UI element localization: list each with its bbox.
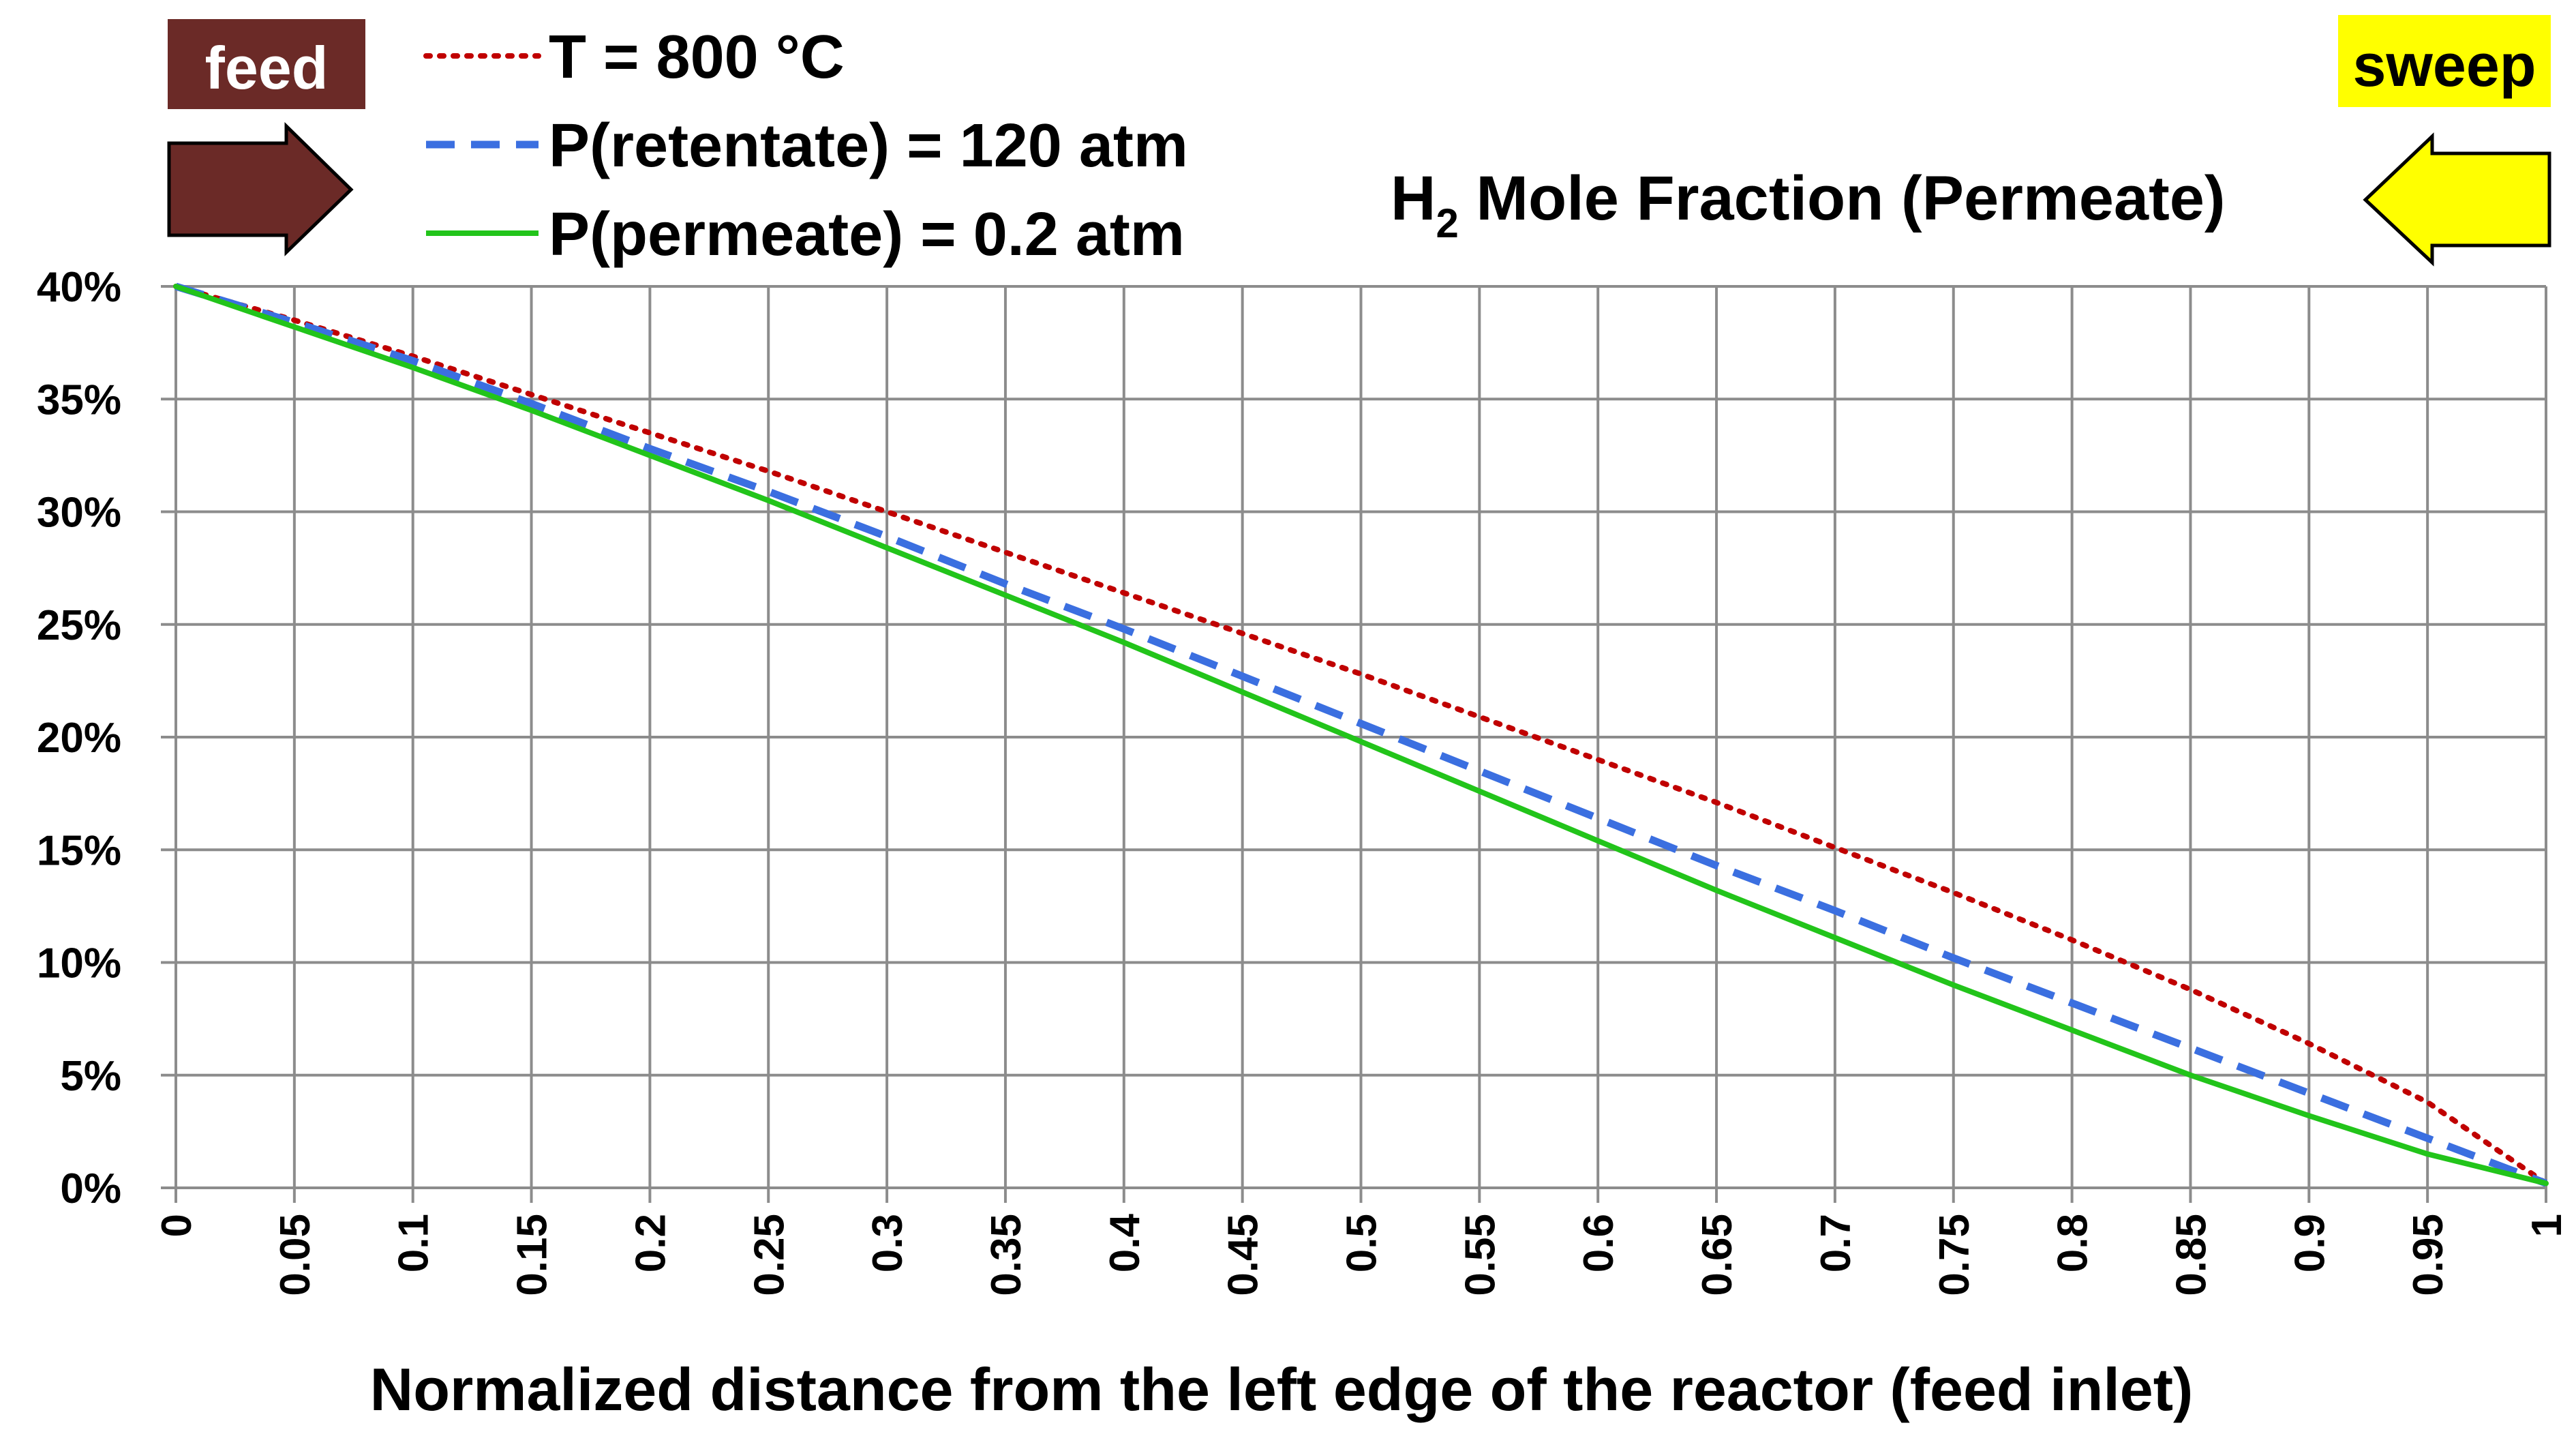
x-tick-label: 0.4 — [1102, 1213, 1149, 1272]
series-line-2 — [173, 284, 2549, 1186]
x-tick-label: 0.45 — [1220, 1214, 1267, 1296]
legend-label-retentate: P(retentate) = 120 atm — [549, 112, 1188, 180]
sweep-badge-label: sweep — [2352, 31, 2536, 99]
y-tick-label: 30% — [37, 490, 121, 537]
feed-arrow-icon — [167, 122, 354, 256]
x-tick-label: 0.7 — [1813, 1214, 1860, 1272]
sweep-badge — [2338, 15, 2551, 107]
x-tick-label: 1 — [2524, 1214, 2571, 1237]
x-tick-label: 0.15 — [509, 1214, 556, 1296]
y-tick-label: 25% — [37, 602, 121, 649]
series-line-0 — [173, 284, 2549, 1186]
chart-title-main: H — [1391, 164, 1436, 233]
y-tick-label: 10% — [37, 940, 121, 987]
x-tick-label: 0.85 — [2168, 1214, 2215, 1296]
x-tick-label: 0.9 — [2286, 1214, 2333, 1272]
x-axis-title: Normalized distance from the left edge o… — [370, 1356, 2194, 1423]
legend-label-temperature: T = 800 °C — [549, 23, 845, 91]
series-line-1 — [175, 282, 2547, 1187]
x-tick-labels: 0 0.05 0.1 0.15 0.2 0.25 0.3 0.35 0.4 0.45 0.5 0.55… — [153, 1213, 2571, 1296]
x-tick-label: 0.3 — [864, 1214, 911, 1272]
y-tick-label: 5% — [60, 1053, 121, 1100]
x-tick-label: 0.5 — [1339, 1214, 1386, 1272]
x-tick-label: 0.55 — [1457, 1214, 1504, 1296]
x-tick-label: 0.8 — [2050, 1214, 2097, 1272]
x-tick-label: 0.6 — [1575, 1214, 1622, 1272]
y-tick-label: 35% — [37, 376, 121, 423]
chart-title-subscript: 2 — [1436, 200, 1458, 246]
legend-label-permeate: P(permeate) = 0.2 atm — [549, 200, 1185, 269]
x-tick-label: 0.25 — [746, 1214, 793, 1296]
feed-badge-label: feed — [205, 34, 329, 102]
y-tick-label: 40% — [37, 264, 121, 311]
series-lines — [173, 282, 2549, 1187]
grid — [161, 285, 2547, 1203]
sweep-arrow-icon — [2363, 132, 2551, 267]
x-tick-label: 0.1 — [391, 1214, 438, 1272]
y-tick-label: 20% — [37, 715, 121, 762]
feed-badge — [168, 19, 365, 109]
x-tick-label: 0.95 — [2405, 1214, 2452, 1296]
x-tick-label: 0.35 — [983, 1214, 1030, 1296]
x-tick-label: 0.65 — [1694, 1214, 1741, 1296]
x-tick-label: 0 — [153, 1214, 200, 1237]
legend: T = 800 °C P(retentate) = 120 atm P(perm… — [423, 23, 1188, 269]
y-tick-labels: 0% 5% 10% 15% 20% 25% 30% 35% 40% — [37, 264, 121, 1212]
y-tick-label: 0% — [60, 1165, 121, 1212]
y-tick-label: 15% — [37, 827, 121, 874]
x-tick-label: 0.2 — [627, 1214, 674, 1272]
chart-title-rest: Mole Fraction (Permeate) — [1459, 164, 2226, 233]
x-tick-label: 0.05 — [272, 1214, 319, 1296]
x-tick-label: 0.75 — [1931, 1214, 1978, 1296]
chart-title: H2 Mole Fraction (Permeate) — [1391, 164, 2226, 246]
